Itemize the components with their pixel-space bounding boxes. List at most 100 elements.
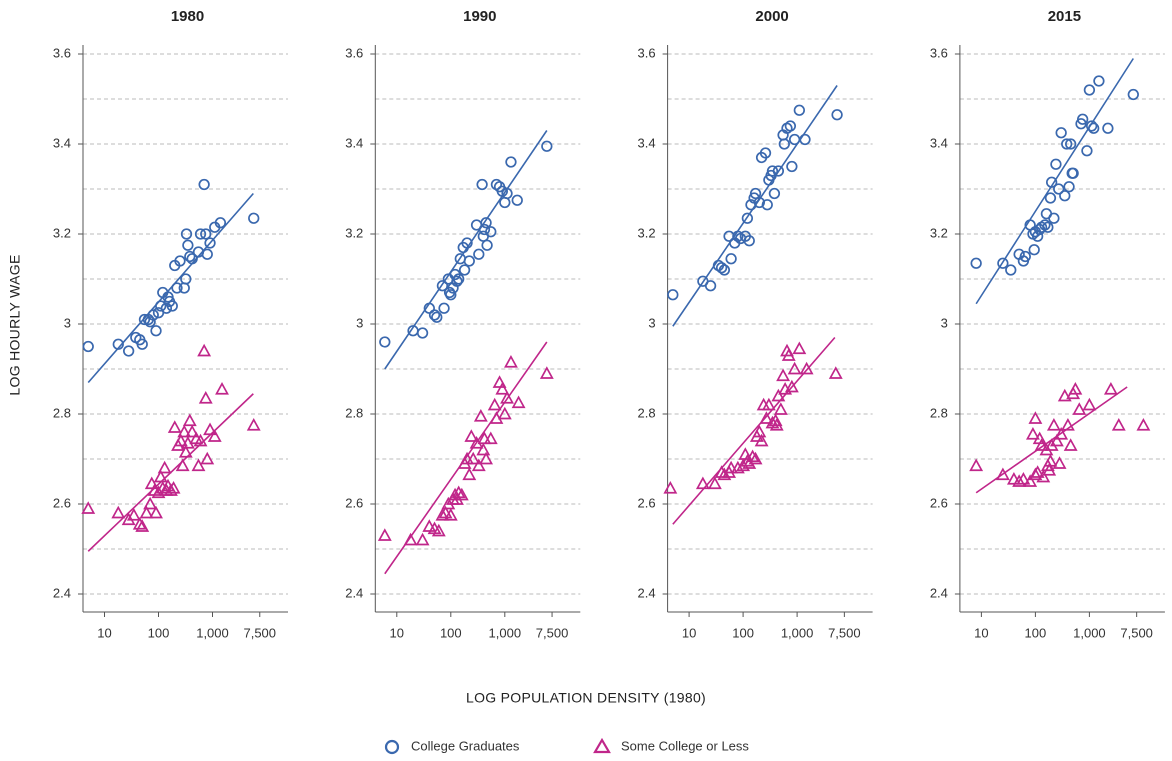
point [481, 239, 493, 251]
point [82, 340, 94, 353]
point [160, 302, 173, 314]
point [1102, 122, 1114, 134]
point [431, 523, 446, 537]
point [153, 469, 168, 483]
point [511, 194, 523, 206]
x-tick-label: 10 [682, 625, 696, 640]
x-tick-label: 100 [732, 625, 754, 640]
point [490, 178, 503, 191]
point [799, 133, 811, 146]
y-tick-label: 2.8 [345, 405, 363, 420]
point [473, 248, 485, 260]
point [147, 309, 159, 321]
point [415, 532, 430, 546]
point [471, 458, 486, 472]
point [191, 458, 206, 472]
y-tick-label: 2.6 [930, 495, 948, 510]
point [761, 397, 776, 411]
point [174, 255, 186, 267]
point [743, 235, 755, 247]
point [185, 424, 200, 438]
point [215, 381, 229, 395]
point [186, 253, 198, 265]
y-tick-label: 3 [64, 315, 71, 330]
point [793, 104, 805, 116]
y-tick-label: 2.4 [345, 585, 363, 600]
point [454, 487, 469, 501]
point [504, 354, 518, 368]
point [497, 406, 512, 420]
point [436, 280, 449, 292]
y-tick-label: 2.4 [53, 585, 71, 600]
point [1082, 397, 1097, 411]
y-tick-label: 3.4 [638, 135, 656, 150]
point [788, 133, 801, 146]
y-tick-label: 3.4 [930, 135, 948, 150]
y-tick-label: 3.6 [53, 45, 71, 60]
point [485, 226, 497, 238]
y-tick-label: 3.6 [930, 45, 948, 60]
point [1053, 183, 1065, 195]
y-tick-label: 3 [356, 315, 363, 330]
point [784, 120, 797, 132]
x-tick-label: 7,500 [828, 625, 861, 640]
point [1046, 417, 1061, 431]
point [428, 309, 441, 321]
point [714, 465, 729, 478]
point [732, 230, 744, 242]
point [707, 476, 722, 490]
point [499, 196, 511, 209]
point [487, 397, 502, 411]
point [501, 187, 513, 200]
point [144, 476, 159, 490]
point [1042, 462, 1057, 476]
point [207, 429, 222, 442]
point [144, 316, 156, 328]
y-tick-label: 3.6 [638, 45, 656, 60]
panel-title: 1990 [463, 8, 496, 25]
point [1028, 244, 1040, 256]
legend-marker [593, 737, 611, 754]
point [149, 505, 163, 519]
point [1083, 84, 1096, 96]
x-tick-label: 10 [390, 625, 404, 640]
point [377, 528, 392, 541]
point [197, 343, 212, 357]
point [492, 375, 507, 388]
y-tick-label: 3.4 [53, 135, 71, 150]
point [1028, 411, 1043, 424]
point [776, 368, 791, 382]
x-axis-title: LOG POPULATION DENSITY (1980) [466, 690, 706, 706]
point [138, 313, 151, 326]
point [1054, 426, 1069, 440]
y-tick-label: 2.6 [345, 495, 363, 510]
point [778, 138, 790, 150]
x-tick-label: 1,000 [489, 625, 522, 640]
fit-line [384, 341, 548, 575]
point [772, 165, 785, 177]
point [495, 381, 510, 395]
point [1039, 219, 1051, 231]
point [166, 480, 181, 494]
point [182, 413, 197, 427]
point [379, 336, 391, 348]
point [139, 505, 154, 519]
point [828, 366, 843, 379]
point [155, 300, 167, 312]
point [695, 476, 710, 490]
point [1019, 250, 1031, 263]
fit-line [384, 130, 548, 370]
point [500, 390, 514, 404]
point [157, 460, 172, 474]
point [403, 532, 418, 546]
point [132, 516, 147, 530]
x-tick-label: 10 [974, 625, 988, 640]
point [730, 460, 745, 474]
point [792, 341, 807, 355]
point [786, 160, 798, 173]
point [1060, 417, 1075, 431]
point [1044, 192, 1057, 204]
y-tick-label: 2.8 [930, 405, 948, 420]
point [745, 449, 760, 463]
point [178, 282, 190, 294]
